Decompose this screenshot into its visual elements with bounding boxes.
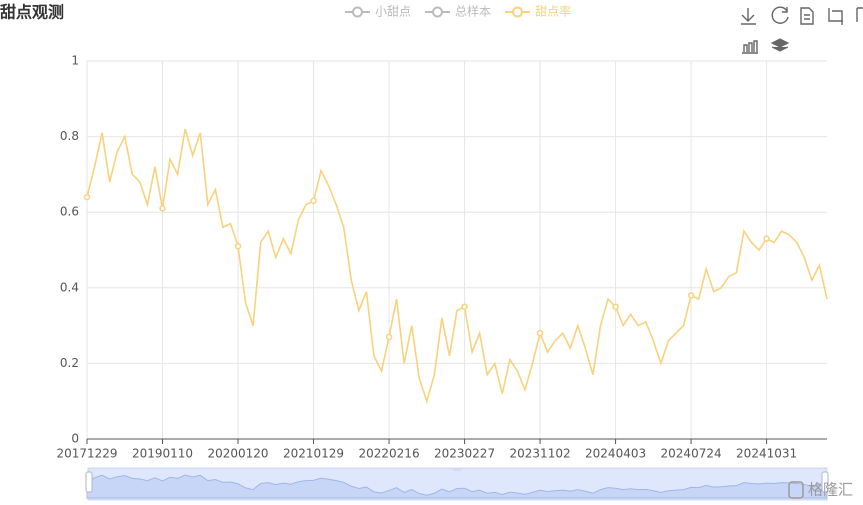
toolbox[interactable] [741,6,863,54]
legend-icon-dot[interactable] [352,6,363,18]
legend-label[interactable]: 小甜点 [375,5,411,19]
point-marker [385,333,393,341]
x-tick-label: 20241031 [736,447,797,461]
x-tick-label: 20200120 [207,447,268,461]
chart-title: 甜点观测 [0,3,64,22]
legend-icon-dot[interactable] [512,6,524,18]
x-tick-label: 20190110 [132,447,193,461]
y-tick-label: 0.4 [60,280,79,294]
point-marker [763,235,770,242]
more-icon[interactable] [856,7,863,22]
restore-icon[interactable] [771,6,789,24]
point-marker [612,303,619,310]
x-tick-label: 20231102 [510,447,571,461]
y-tick-label: 0.6 [60,205,79,219]
point-marker [234,242,242,250]
datazoom-grip[interactable] [453,468,461,471]
watermark: 格隆汇 [808,481,853,499]
stack-icon[interactable] [770,38,790,52]
series-line [86,128,828,404]
y-tick-label: 0.8 [60,129,79,143]
point-marker [83,193,91,201]
legend-label[interactable]: 总样本 [455,4,491,19]
point-marker [159,205,166,212]
x-tick-label: 20230227 [434,447,495,461]
y-tick-label: 0.2 [60,356,79,370]
x-tick-label: 20240403 [585,447,646,461]
datazoom-handle-right[interactable] [821,471,829,493]
bar-icon[interactable] [742,40,758,54]
y-tick-label: 1 [71,54,79,68]
x-tick-label: 20210129 [283,447,344,461]
x-tick-label: 20240724 [661,447,722,461]
legend-icon-dot[interactable] [432,6,444,18]
datazoom-area [86,474,828,499]
x-tick-label: 20220216 [359,447,420,461]
zoom-icon[interactable] [828,8,843,25]
point-marker [310,197,317,205]
point-marker [687,292,695,299]
y-tick-label: 0 [71,432,79,446]
datazoom-selection[interactable] [88,468,827,500]
datazoom-handle-left[interactable] [85,471,93,493]
save-icon[interactable] [741,8,756,25]
point-marker [536,329,544,337]
data-view-icon[interactable] [800,7,814,25]
watermark-logo [788,481,804,499]
legend-label[interactable]: 甜点率 [535,4,571,19]
point-marker [461,303,468,310]
x-tick-label: 20171229 [56,447,117,461]
